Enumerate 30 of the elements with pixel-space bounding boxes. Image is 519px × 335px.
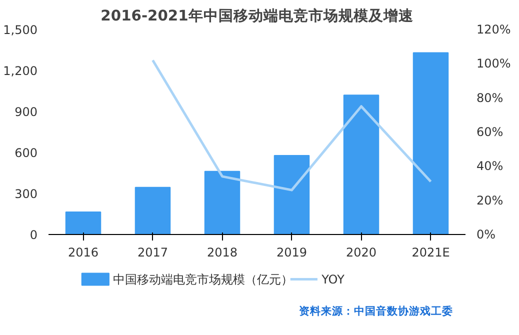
bar	[134, 186, 171, 234]
y-tick-label: 1,200	[3, 64, 38, 78]
x-tick-label: 2018	[206, 246, 238, 260]
y-tick-label: 600	[14, 146, 38, 160]
x-tick-label: 2021E	[412, 246, 450, 260]
chart-title: 2016-2021年中国移动端电竞市场规模及增速	[100, 6, 414, 24]
bar	[343, 94, 380, 234]
x-tick-label: 2017	[137, 246, 168, 260]
y2-tick-label: 100%	[476, 56, 511, 71]
y2-tick-label: 120%	[476, 22, 511, 36]
y2-tick-label: 60%	[476, 125, 504, 139]
x-tick-label: 2019	[276, 246, 308, 260]
y-tick-label: 300	[14, 187, 38, 201]
y-tick-label: 0	[30, 228, 38, 242]
bar	[412, 52, 449, 234]
y-tick-label: 1,500	[3, 23, 38, 37]
text: 资料来源：中国音数协游戏工委	[298, 304, 453, 318]
y2-tick-label: 40%	[476, 159, 504, 174]
y2-tick-label: 80%	[476, 90, 504, 105]
legend-label: 中国移动端电竞市场规模（亿元）	[113, 272, 294, 286]
x-tick-label: 2016	[68, 246, 99, 260]
bar	[65, 211, 102, 234]
y2-tick-label: 0%	[476, 228, 496, 242]
legend-label: YOY	[320, 272, 346, 286]
x-tick-label: 2020	[346, 246, 377, 260]
bar	[274, 155, 310, 234]
y-tick-label: 900	[14, 105, 38, 119]
line-series	[152, 59, 432, 192]
bar	[204, 170, 240, 234]
y2-tick-label: 20%	[476, 193, 504, 208]
